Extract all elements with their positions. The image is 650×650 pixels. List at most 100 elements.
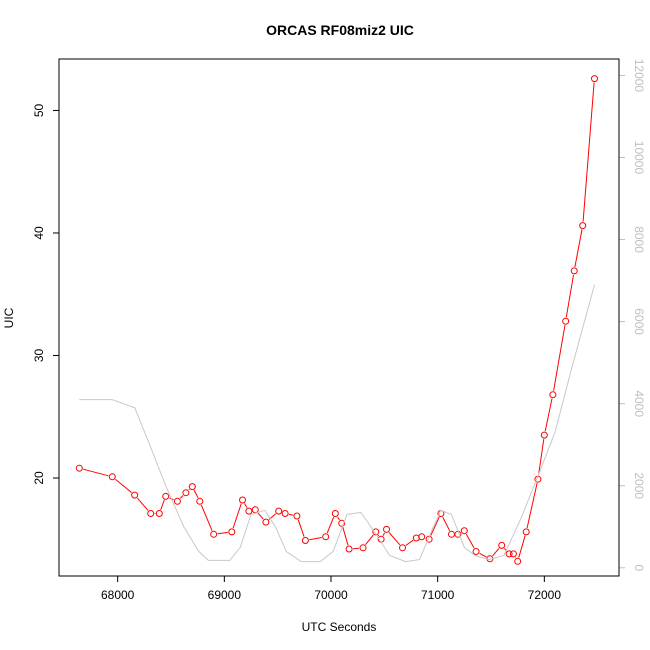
- y-tick-label: 40: [32, 226, 46, 240]
- series-line-segment: [465, 533, 475, 549]
- data-point: [472, 548, 480, 555]
- series-line-segment: [479, 552, 487, 558]
- data-point: [509, 550, 517, 558]
- data-point: [155, 510, 163, 517]
- series-line-segment: [582, 82, 595, 222]
- series-line-segment: [257, 512, 264, 520]
- data-point: [418, 533, 426, 541]
- data-point: [331, 510, 339, 517]
- data-point: [188, 483, 196, 491]
- data-point: [514, 557, 522, 565]
- series-line-segment: [353, 547, 360, 550]
- series-line-segment: [309, 537, 322, 541]
- y2-tick-label: 8000: [632, 226, 646, 253]
- axes: 68000 69000 70000 71000 72000 20 30 40 50 0 2000 40…: [32, 59, 646, 602]
- series-line-segment: [326, 517, 335, 534]
- series-line-segment: [365, 534, 374, 546]
- data-point: [359, 544, 367, 552]
- series-line-segment: [526, 482, 538, 529]
- data-point: [399, 544, 406, 552]
- data-point: [322, 533, 330, 541]
- series-line-segment: [430, 516, 440, 536]
- data-point: [522, 528, 530, 536]
- series-line-segment: [382, 532, 386, 536]
- x-tick-label: 71000: [421, 588, 455, 602]
- series-line-segment: [137, 497, 149, 511]
- series-line-segment: [544, 398, 553, 432]
- series-line-segment: [518, 535, 526, 558]
- data-point: [108, 473, 116, 481]
- y2-tick-label: 12000: [632, 59, 646, 93]
- series-line-segment: [574, 229, 583, 268]
- x-tick-label: 72000: [528, 588, 562, 602]
- x-tick-label: 68000: [101, 588, 135, 602]
- data-point: [562, 317, 570, 325]
- series-line-segment: [342, 527, 349, 546]
- series-line-segment: [188, 488, 190, 491]
- series-line-segment: [193, 489, 199, 498]
- y2-tick-label: 0: [632, 564, 646, 571]
- series-line-segment: [288, 513, 294, 516]
- chart-title: ORCAS RF08miz2 UIC: [266, 22, 414, 38]
- data-point: [579, 222, 587, 230]
- data-point: [196, 497, 204, 505]
- x-tick-label: 70000: [314, 588, 348, 602]
- series-line-segment: [337, 516, 340, 521]
- series-line-segment: [200, 504, 213, 531]
- plot-frame: [58, 58, 620, 577]
- y2-tick-label: 2000: [632, 472, 646, 499]
- series-line-segment: [565, 274, 574, 318]
- series-line-right-axis: [79, 284, 595, 563]
- series-line-segment: [115, 478, 132, 493]
- data-point: [345, 545, 353, 553]
- series-line-segment: [405, 539, 414, 546]
- y-axis-label: UIC: [2, 307, 16, 328]
- data-point: [262, 518, 270, 526]
- y2-tick-label: 4000: [632, 390, 646, 417]
- series-line-segment: [492, 548, 500, 557]
- data-point: [75, 464, 83, 472]
- series-layer: [75, 75, 598, 565]
- data-point: [505, 550, 513, 558]
- data-point: [245, 507, 253, 515]
- series-line-segment: [538, 439, 545, 476]
- data-point: [338, 519, 346, 527]
- data-point: [570, 267, 578, 275]
- data-point: [591, 75, 598, 83]
- data-point: [182, 489, 190, 497]
- data-point: [460, 527, 468, 535]
- data-point: [293, 512, 301, 520]
- data-point: [275, 507, 283, 515]
- data-point: [549, 391, 557, 399]
- data-point: [210, 530, 218, 538]
- data-point: [162, 492, 170, 500]
- data-point: [281, 510, 289, 517]
- series-line-segment: [377, 534, 380, 537]
- data-point: [383, 525, 390, 533]
- series-line-segment: [553, 325, 566, 391]
- x-tick-label: 69000: [208, 588, 242, 602]
- data-point: [173, 497, 181, 505]
- data-point: [540, 431, 548, 439]
- series-line-segment: [388, 532, 401, 546]
- data-point: [131, 491, 139, 499]
- y2-tick-label: 6000: [632, 308, 646, 335]
- series-line-segment: [82, 468, 109, 477]
- series-line-segment: [232, 503, 242, 529]
- series-line-segment: [217, 531, 228, 535]
- series-line-segment: [442, 516, 451, 532]
- y-tick-label: 30: [32, 348, 46, 362]
- data-point: [498, 541, 506, 549]
- y-tick-label: 20: [32, 471, 46, 485]
- data-point: [228, 528, 236, 536]
- data-point: [147, 510, 155, 517]
- y2-tick-label: 10000: [632, 141, 646, 175]
- series-line-segment: [297, 519, 305, 537]
- data-point: [239, 496, 246, 504]
- series-line-segment: [160, 499, 165, 510]
- series-line-segment: [179, 495, 184, 499]
- x-axis-label: UTC Seconds: [302, 620, 377, 634]
- y-tick-label: 50: [32, 103, 46, 117]
